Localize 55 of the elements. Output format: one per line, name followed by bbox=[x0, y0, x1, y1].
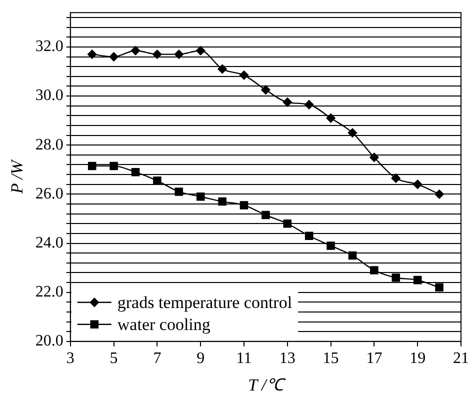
point bbox=[174, 50, 184, 59]
point bbox=[348, 251, 357, 260]
x-tick-label: 17 bbox=[366, 350, 382, 368]
point bbox=[88, 162, 96, 170]
point bbox=[326, 114, 336, 123]
point bbox=[392, 273, 400, 282]
point bbox=[391, 174, 400, 183]
point bbox=[174, 188, 184, 196]
point bbox=[370, 266, 378, 274]
point bbox=[435, 283, 444, 292]
y-tick-label: 28.0 bbox=[35, 136, 64, 154]
point bbox=[434, 190, 444, 199]
point bbox=[110, 162, 118, 170]
point bbox=[261, 85, 270, 94]
y-tick-label: 32.0 bbox=[35, 38, 64, 56]
point bbox=[153, 176, 162, 185]
point bbox=[240, 201, 248, 210]
x-axis-title: T /℃ bbox=[248, 375, 286, 394]
x-tick-label: 7 bbox=[153, 350, 162, 368]
point bbox=[304, 100, 314, 110]
point bbox=[413, 180, 422, 189]
y-tick-label: 30.0 bbox=[35, 87, 64, 104]
point bbox=[413, 276, 422, 284]
point bbox=[239, 70, 249, 80]
point bbox=[109, 52, 118, 62]
point bbox=[262, 210, 270, 220]
point bbox=[196, 46, 206, 56]
x-tick-label: 21 bbox=[453, 350, 469, 368]
point bbox=[348, 128, 358, 138]
x-tick-label: 5 bbox=[110, 350, 118, 368]
point bbox=[218, 197, 226, 206]
y-tick-label: 22.0 bbox=[35, 284, 64, 301]
point bbox=[283, 219, 292, 228]
point bbox=[131, 168, 140, 176]
y-tick-label: 20.0 bbox=[35, 332, 64, 350]
y-tick-label: 26.0 bbox=[35, 185, 64, 202]
x-tick-label: 13 bbox=[279, 350, 296, 368]
x-tick-label: 9 bbox=[196, 350, 205, 368]
point bbox=[218, 64, 227, 74]
x-tick-label: 15 bbox=[322, 350, 339, 368]
point bbox=[326, 242, 335, 250]
legend-label: grads temperature control bbox=[117, 292, 292, 312]
legend-label: water cooling bbox=[117, 314, 211, 334]
point bbox=[304, 232, 314, 240]
y-tick-label: 24.0 bbox=[35, 234, 64, 252]
point bbox=[152, 50, 162, 59]
point bbox=[196, 192, 205, 201]
x-tick-label: 19 bbox=[410, 350, 426, 368]
point bbox=[88, 50, 97, 59]
y-axis-title: P /W bbox=[8, 158, 27, 195]
point bbox=[370, 152, 379, 162]
x-tick-label: 11 bbox=[236, 350, 252, 368]
point bbox=[130, 46, 140, 56]
point bbox=[282, 98, 292, 107]
x-tick-label: 3 bbox=[66, 350, 74, 368]
